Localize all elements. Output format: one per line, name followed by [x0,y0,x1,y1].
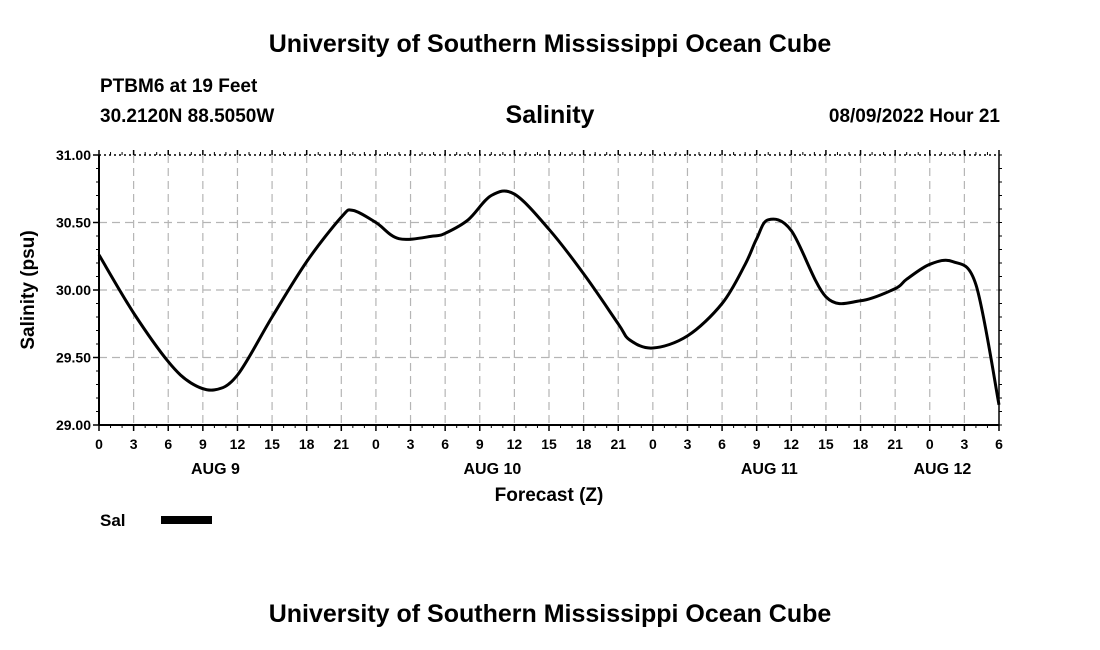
y-tick-label: 30.50 [56,215,91,231]
x-tick-label: 0 [649,436,657,452]
x-tick-label: 3 [407,436,415,452]
x-tick-label: 0 [372,436,380,452]
x-tick-label: 3 [960,436,968,452]
y-tick-label: 29.00 [56,417,91,433]
legend-swatch-sal [161,516,212,524]
x-tick-label: 0 [95,436,103,452]
x-tick-label: 6 [718,436,726,452]
x-tick-label: 21 [334,436,350,452]
x-tick-label: 6 [164,436,172,452]
day-label: AUG 11 [741,461,798,478]
x-tick-label: 18 [299,436,315,452]
x-tick-label: 15 [541,436,557,452]
footer-title: University of Southern Mississippi Ocean… [268,600,832,628]
x-tick-label: 6 [441,436,449,452]
y-axis-label: Salinity (psu) [18,230,39,349]
chart-title: University of Southern Mississippi Ocean… [268,30,832,58]
salinity-chart: 29.00 29.50 30.00 30.50 31.00 0 3 6 9 12 15 18 21 0 3 6… [18,147,1003,530]
x-tick-label: 12 [230,436,246,452]
x-tick-label: 9 [199,436,207,452]
y-tick-label: 30.00 [56,282,91,298]
x-tick-label: 12 [507,436,523,452]
x-tick-label: 21 [887,436,903,452]
station-label: PTBM6 at 19 Feet [100,76,258,97]
grid [99,155,999,425]
day-label: AUG 10 [463,461,521,478]
x-tick-label: 3 [684,436,692,452]
tick-labels: 29.00 29.50 30.00 30.50 31.00 0 3 6 9 12 15 18 21 0 3 6… [56,147,1003,478]
x-tick-label: 15 [818,436,834,452]
x-tick-label: 18 [576,436,592,452]
x-tick-label: 12 [784,436,800,452]
x-tick-label: 18 [853,436,869,452]
coordinates-label: 30.2120N 88.5050W [100,106,275,127]
series-line-sal [97,189,1001,406]
legend-label-sal: Sal [100,511,126,530]
axes [93,150,1002,431]
x-tick-label: 9 [753,436,761,452]
x-tick-label: 0 [926,436,934,452]
datetime-label: 08/09/2022 Hour 21 [828,106,1000,127]
y-tick-label: 29.50 [56,350,91,366]
x-tick-label: 21 [610,436,626,452]
x-axis-label: Forecast (Z) [495,485,604,506]
y-tick-label: 31.00 [56,147,91,163]
day-label: AUG 9 [191,461,240,478]
x-tick-label: 15 [264,436,280,452]
day-label: AUG 12 [913,461,971,478]
x-tick-label: 3 [130,436,138,452]
variable-title: Salinity [505,101,595,129]
x-tick-label: 6 [995,436,1003,452]
x-tick-label: 9 [476,436,484,452]
